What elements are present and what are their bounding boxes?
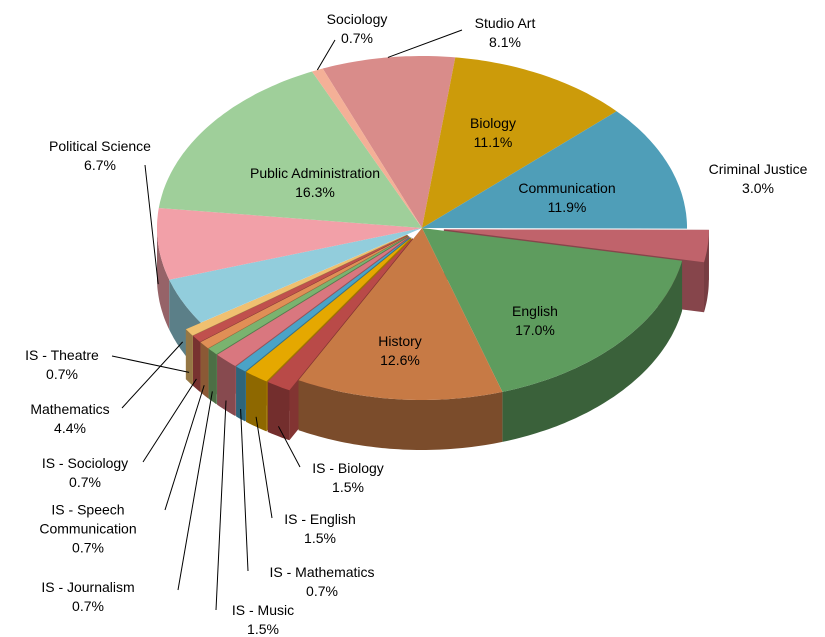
slice-side — [217, 354, 236, 416]
leader-line — [240, 408, 249, 572]
slice-side — [267, 382, 290, 441]
label-name: IS - English — [284, 511, 356, 527]
slice-side — [502, 260, 683, 442]
label-value: 17.0% — [515, 322, 555, 338]
slice — [200, 235, 409, 349]
label-value: 0.7% — [69, 474, 101, 490]
data-label: Communication 11.9% — [518, 179, 615, 217]
label-name: IS - Biology — [312, 460, 384, 476]
slice-side — [193, 335, 200, 392]
slice-side — [185, 329, 193, 386]
data-label: Studio Art 8.1% — [475, 14, 536, 52]
slice — [443, 229, 709, 263]
label-name: Political Science — [49, 138, 151, 154]
slice — [422, 57, 617, 229]
data-label: History 12.6% — [378, 332, 422, 370]
label-value: 1.5% — [304, 530, 336, 546]
leader-line — [164, 385, 205, 511]
label-name: IS - Journalism — [41, 579, 135, 595]
label-name: IS - Sociology — [41, 455, 129, 471]
label-value: 4.4% — [54, 420, 86, 436]
slice — [217, 236, 410, 366]
label-name: Communication — [518, 180, 616, 196]
label-value: 11.1% — [473, 134, 513, 150]
slice-side — [246, 371, 267, 432]
slice — [312, 68, 422, 228]
slice — [158, 71, 423, 228]
data-label: IS - Journalism 0.7% — [41, 578, 134, 616]
slice — [157, 208, 422, 280]
slice-side — [298, 380, 503, 450]
slice — [267, 238, 413, 391]
leader-line — [387, 29, 463, 58]
label-value: 3.0% — [742, 180, 774, 196]
label-name: Public Administration — [250, 165, 380, 181]
leader-line — [316, 39, 336, 71]
slice — [236, 237, 411, 372]
slice — [246, 237, 412, 382]
data-label: IS - Music 1.5% — [232, 601, 294, 637]
label-value: 1.5% — [247, 621, 279, 637]
leader-line — [255, 416, 273, 519]
leader-line — [144, 164, 159, 285]
label-value: 16.3% — [295, 184, 335, 200]
data-label: IS - Theatre 0.7% — [25, 346, 99, 384]
label-name: Mathematics — [30, 401, 110, 417]
leader-line — [111, 355, 190, 373]
label-name: IS - Theatre — [25, 347, 99, 363]
label-name: Sociology — [326, 11, 388, 27]
leader-line — [215, 400, 227, 611]
label-value: 0.7% — [341, 30, 373, 46]
label-name: Criminal Justice — [708, 161, 808, 177]
slice — [422, 228, 683, 392]
data-label: Political Science 6.7% — [49, 137, 151, 175]
data-label: Mathematics 4.4% — [30, 400, 109, 438]
leader-line — [142, 378, 197, 463]
slice — [169, 228, 422, 323]
slice — [322, 56, 456, 228]
data-label: IS - Sociology 0.7% — [42, 454, 128, 492]
label-value: 0.7% — [306, 583, 338, 599]
label-value: 6.7% — [84, 157, 116, 173]
data-label: IS - Mathematics 0.7% — [269, 563, 374, 601]
data-label: English 17.0% — [512, 302, 558, 340]
slice-side — [208, 348, 217, 405]
slice — [193, 235, 408, 342]
label-name: IS - Music — [231, 602, 295, 618]
label-value: 12.6% — [380, 352, 420, 368]
slice-side — [157, 228, 170, 330]
slice-side — [704, 229, 709, 313]
slice — [298, 228, 503, 400]
data-label: IS - Speech Communication 0.7% — [23, 501, 153, 558]
label-value: 1.5% — [332, 479, 364, 495]
label-value: 11.9% — [547, 199, 587, 215]
label-name: IS - Mathematics — [269, 564, 375, 580]
label-value: 0.7% — [72, 598, 104, 614]
data-label: Criminal Justice 3.0% — [709, 160, 808, 198]
data-label: Public Administration 16.3% — [250, 164, 380, 202]
slice — [185, 234, 408, 336]
label-value: 0.7% — [46, 366, 78, 382]
label-name: English — [512, 303, 558, 319]
data-label: IS - Biology 1.5% — [312, 459, 384, 497]
label-value: 8.1% — [489, 34, 521, 50]
data-label: Sociology 0.7% — [327, 10, 388, 48]
slice-side — [200, 342, 208, 399]
data-label: Biology 11.1% — [470, 114, 516, 152]
slice — [208, 235, 409, 355]
leader-line — [177, 391, 213, 591]
slice-side — [236, 366, 246, 422]
slice — [422, 111, 687, 229]
label-name: Biology — [470, 115, 516, 131]
label-name: History — [378, 333, 422, 349]
label-value: 0.7% — [72, 539, 104, 556]
data-label: IS - English 1.5% — [284, 510, 356, 548]
leader-line — [277, 426, 301, 468]
label-name: Studio Art — [474, 15, 536, 31]
label-name: IS - Speech Communication — [39, 501, 137, 537]
leader-line — [121, 341, 184, 409]
